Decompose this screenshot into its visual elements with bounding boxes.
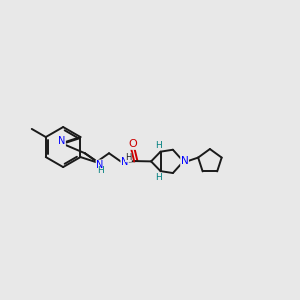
Text: H: H bbox=[155, 173, 161, 182]
Text: H: H bbox=[155, 141, 161, 150]
Text: O: O bbox=[128, 139, 137, 149]
Text: N: N bbox=[121, 157, 128, 167]
Text: N: N bbox=[58, 136, 65, 146]
Text: H: H bbox=[97, 167, 104, 176]
Text: N: N bbox=[181, 156, 188, 167]
Text: N: N bbox=[96, 160, 103, 170]
Text: H: H bbox=[125, 153, 132, 162]
